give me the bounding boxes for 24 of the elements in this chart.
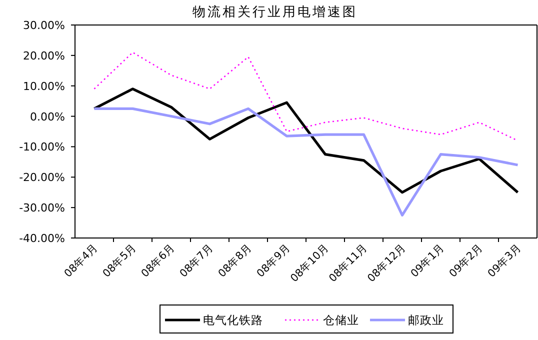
x-tick-label: 08年5月: [100, 242, 139, 280]
legend-label: 邮政业: [408, 313, 444, 327]
legend-label: 电气化铁路: [203, 313, 263, 327]
x-tick-label: 08年6月: [139, 242, 178, 280]
y-tick-label: 20.00%: [23, 49, 65, 62]
line-series: [92, 88, 520, 194]
y-tick-label: 30.00%: [23, 19, 65, 32]
x-tick-label: 08年4月: [62, 242, 100, 280]
x-tick-label: 08年12月: [365, 242, 408, 285]
x-tick-label: 09年3月: [486, 242, 524, 280]
line-series: [92, 107, 520, 216]
y-tick-label: -20.00%: [19, 171, 65, 184]
chart-title: 物流相关行业用电增速图: [192, 4, 358, 20]
y-tick-label: 10.00%: [23, 80, 65, 93]
y-tick-label: -10.00%: [19, 140, 65, 154]
y-tick-label: 0.00%: [30, 110, 65, 124]
y-tick-label: -30.00%: [19, 202, 65, 215]
x-tick-label: 08年7月: [178, 242, 216, 280]
x-tick-label: 09年2月: [447, 242, 486, 280]
x-tick-label: 08年8月: [216, 242, 254, 280]
y-tick-label: -40.00%: [19, 232, 65, 245]
x-tick-label: 09年1月: [408, 242, 447, 280]
legend-label: 仓储业: [323, 313, 359, 327]
line-series: [94, 52, 518, 142]
